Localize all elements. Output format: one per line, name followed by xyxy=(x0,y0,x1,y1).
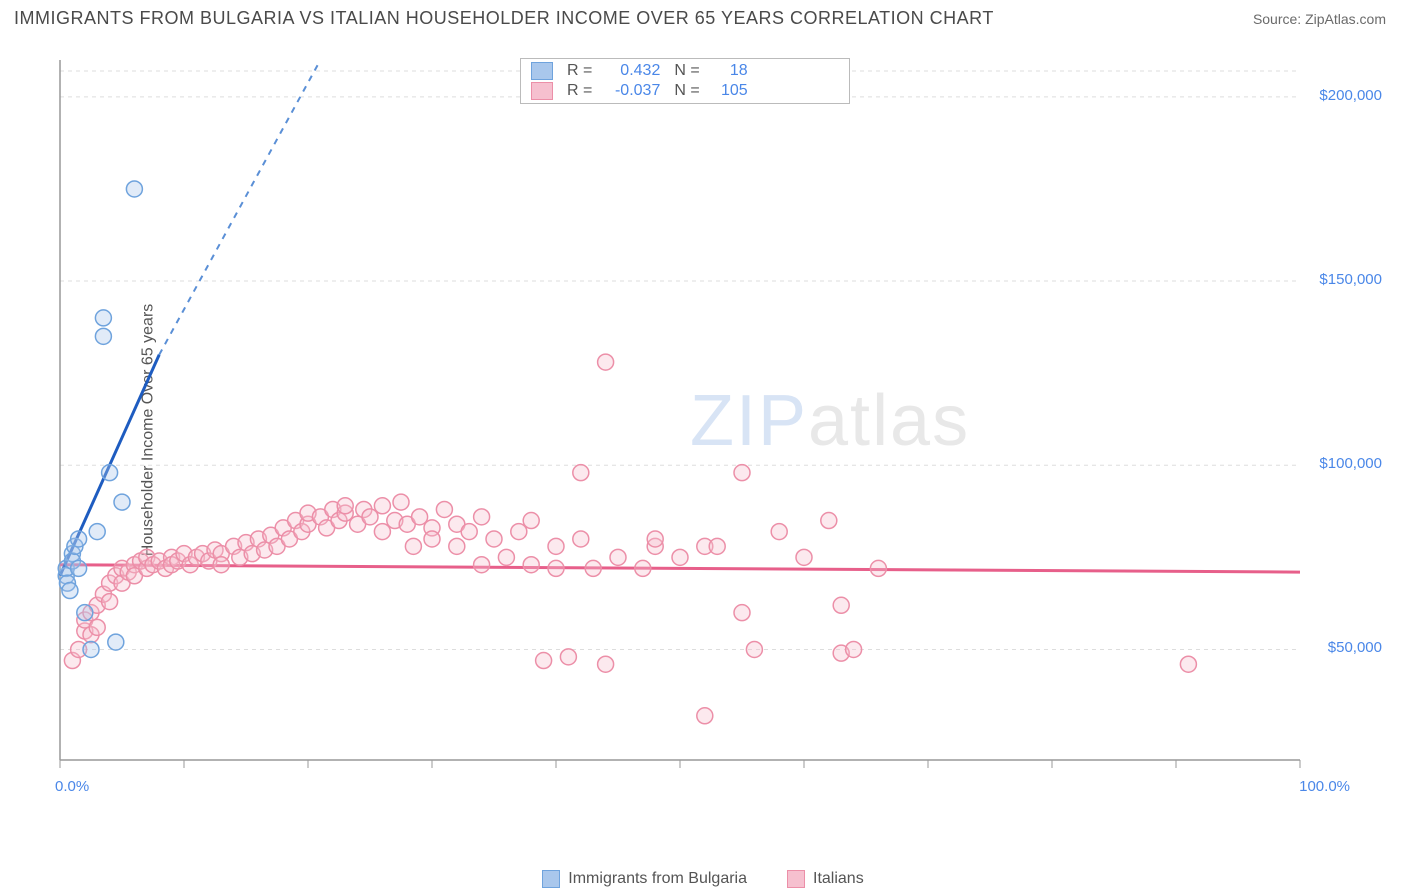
bottom-legend: Immigrants from Bulgaria Italians xyxy=(0,870,1406,888)
chart-area: Householder Income Over 65 years ZIPatla… xyxy=(50,50,1390,810)
stats-r-label: R = xyxy=(567,82,592,100)
stats-r-value-italians: -0.037 xyxy=(600,82,660,100)
legend-swatch-italians xyxy=(787,870,805,888)
stats-row-bulgaria: R = 0.432 N = 18 xyxy=(521,61,849,81)
x-axis-max-label: 100.0% xyxy=(1299,778,1350,795)
x-axis-min-label: 0.0% xyxy=(55,778,89,795)
legend-label-bulgaria: Immigrants from Bulgaria xyxy=(568,870,747,888)
y-tick-label: $100,000 xyxy=(1319,455,1382,472)
legend-label-italians: Italians xyxy=(813,870,864,888)
source-label: Source: ZipAtlas.com xyxy=(1253,11,1386,27)
stats-n-value-bulgaria: 18 xyxy=(708,62,748,80)
stats-r-label: R = xyxy=(567,62,592,80)
y-tick-label: $200,000 xyxy=(1319,87,1382,104)
y-tick-label: $150,000 xyxy=(1319,271,1382,288)
y-tick-label: $50,000 xyxy=(1328,639,1382,656)
stats-r-value-bulgaria: 0.432 xyxy=(600,62,660,80)
stats-swatch-bulgaria xyxy=(531,62,553,80)
legend-item-italians: Italians xyxy=(787,870,864,888)
chart-title: IMMIGRANTS FROM BULGARIA VS ITALIAN HOUS… xyxy=(14,8,994,29)
stats-n-label: N = xyxy=(674,82,699,100)
stats-swatch-italians xyxy=(531,82,553,100)
legend-item-bulgaria: Immigrants from Bulgaria xyxy=(542,870,747,888)
legend-swatch-bulgaria xyxy=(542,870,560,888)
correlation-stats-box: R = 0.432 N = 18 R = -0.037 N = 105 xyxy=(520,58,850,104)
stats-n-value-italians: 105 xyxy=(708,82,748,100)
stats-n-label: N = xyxy=(674,62,699,80)
scatter-plot xyxy=(50,50,1390,810)
stats-row-italians: R = -0.037 N = 105 xyxy=(521,81,849,101)
